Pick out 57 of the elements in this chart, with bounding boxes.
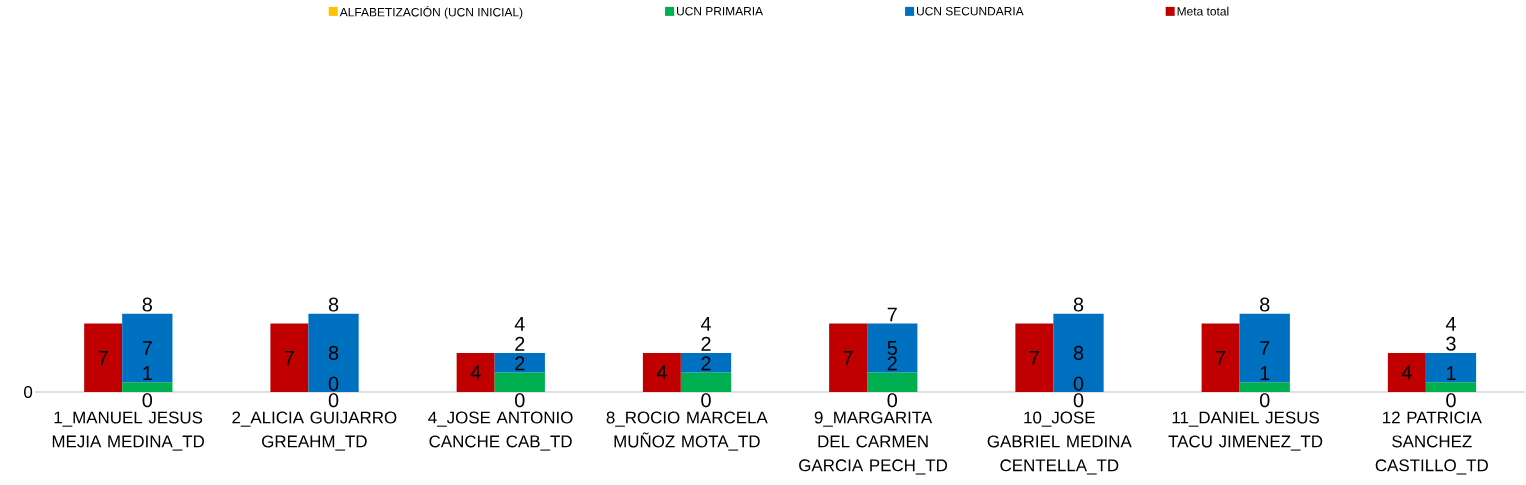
data-label: 2	[701, 356, 711, 371]
annotation: 0	[1446, 393, 1456, 408]
annotation: 0	[515, 393, 525, 408]
x-tick-label: 4_JOSE ANTONIO CANCHE CAB_TD	[428, 411, 573, 451]
data-label: 2	[515, 356, 525, 371]
legend-label: UCN SECUNDARIA	[916, 6, 1024, 16]
legend-label: UCN PRIMARIA	[676, 6, 764, 16]
data-label: 4	[1401, 365, 1412, 380]
data-label: 4	[656, 365, 667, 380]
bar	[1239, 382, 1290, 392]
annotation: 0	[328, 393, 339, 408]
annotation: 0	[887, 393, 898, 408]
x-tick-label: 12 PATRICIA SANCHEZ CASTILLO_TD	[1375, 411, 1488, 475]
x-tick-label: 9_MARGARITA DEL CARMEN GARCIA PECH_TD	[799, 411, 948, 475]
total-label: 8	[142, 297, 152, 312]
x-tick-label: 2_ALICIA GUIJARRO GREAHM_TD	[232, 411, 397, 451]
data-label: 7	[98, 350, 108, 365]
bar	[1425, 382, 1477, 392]
annotation: 0	[1073, 376, 1084, 391]
data-label: 4	[470, 365, 481, 380]
total-label: 4	[1445, 316, 1456, 331]
annotation: 0	[142, 393, 153, 408]
legend-label: ALFABETIZACIÓN (UCN INICIAL)	[339, 5, 523, 19]
bar	[122, 382, 173, 392]
data-label: 8	[328, 345, 339, 360]
total-label: 4	[700, 316, 711, 331]
data-label: 7	[1216, 350, 1226, 365]
data-label: 8	[1073, 345, 1084, 360]
x-tick-label: 11_DANIEL JESUS TACU JIMENEZ_TD	[1168, 411, 1323, 451]
annotation: 0	[701, 393, 711, 408]
data-label: 1	[1260, 366, 1270, 381]
x-tick-label: 1_MANUEL JESUS MEJIA MEDINA_TD	[52, 411, 204, 451]
annotation: 0	[1259, 393, 1270, 408]
total-label: 8	[1260, 297, 1270, 312]
data-label: 2	[515, 336, 525, 351]
data-label: 2	[701, 336, 711, 351]
x-tick-label: 8_ROCIO MARCELA MUÑOZ MOTA_TD	[606, 411, 768, 451]
data-label: 5	[887, 341, 897, 355]
data-label: 7	[142, 341, 152, 355]
total-label: 4	[514, 316, 525, 331]
data-label: 7	[1260, 341, 1270, 355]
data-label: 1	[1446, 366, 1456, 381]
x-tick-label: 10_JOSE GABRIEL MEDINA CENTELLA_TD	[987, 411, 1132, 475]
total-label: 7	[887, 307, 897, 322]
data-label: 7	[843, 350, 853, 365]
data-label: 1	[143, 366, 152, 381]
text: 0	[24, 386, 33, 398]
data-label: 7	[1029, 350, 1039, 365]
bar	[867, 372, 918, 392]
total-label: 8	[1073, 297, 1084, 312]
data-label: 3	[1446, 336, 1456, 351]
legend-label: Meta total	[1177, 6, 1229, 16]
data-label: 2	[887, 356, 897, 371]
total-label: 8	[328, 297, 339, 312]
annotation: 0	[328, 376, 339, 391]
data-label: 7	[284, 350, 294, 365]
annotation: 0	[1073, 393, 1084, 408]
